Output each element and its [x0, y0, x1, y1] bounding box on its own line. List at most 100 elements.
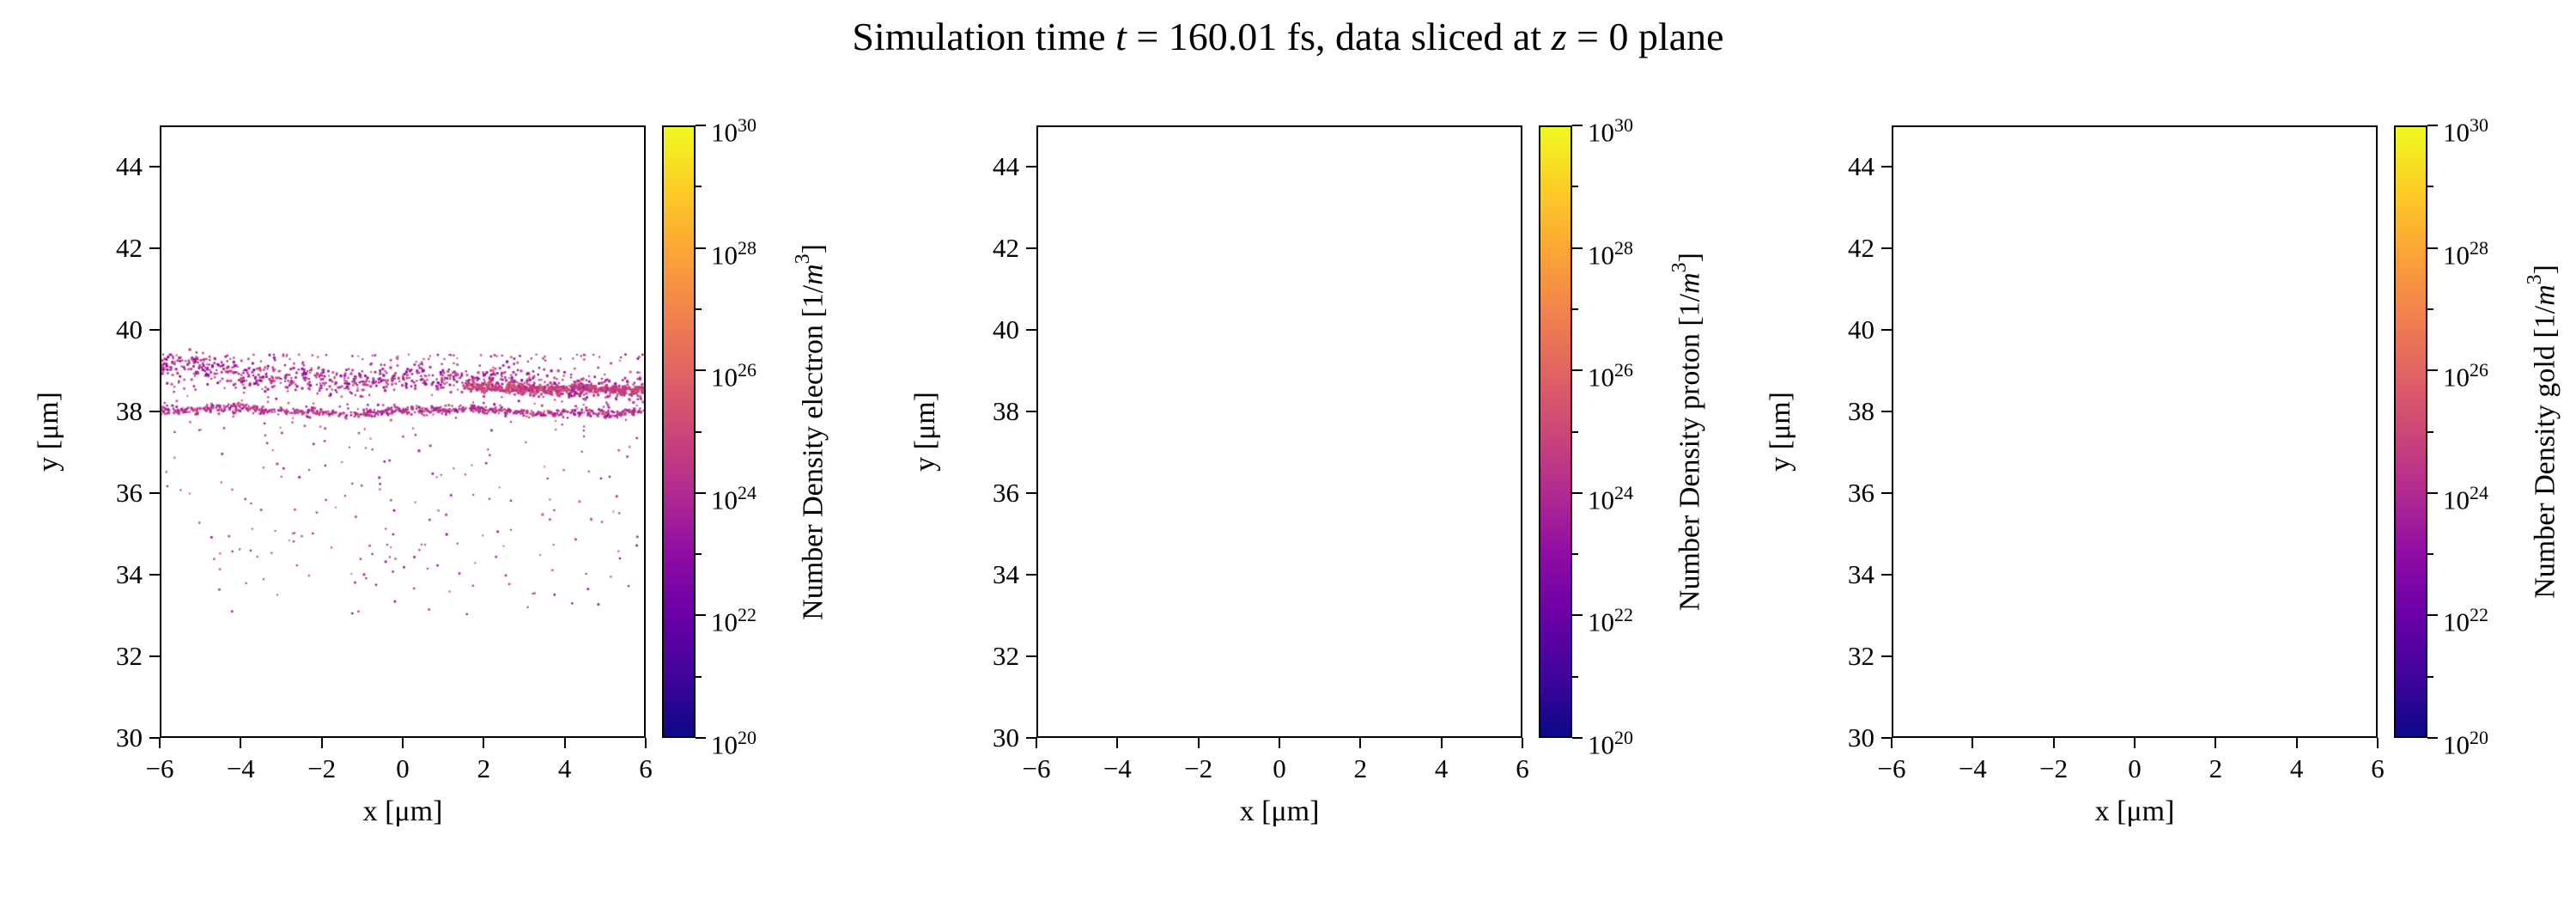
- figure-title-segment: t: [1115, 15, 1127, 58]
- colorbar-tick-mark: [696, 369, 706, 372]
- y-tick-label: 42: [1848, 232, 1874, 263]
- x-tick-label: −4: [1958, 753, 1987, 783]
- colorbar-tick-label: 1022: [2443, 604, 2488, 637]
- colorbar-label-wrap: Number Density electron [1/m3]: [791, 125, 830, 738]
- colorbar-proton: [1539, 125, 1572, 738]
- colorbar-minor-tick-mark: [2427, 675, 2433, 678]
- plot-area-proton: [1036, 125, 1522, 738]
- x-tick-mark: [1359, 738, 1362, 748]
- y-tick-mark: [149, 328, 160, 331]
- x-tick-label: −6: [145, 753, 174, 783]
- scatter-canvas-electron: [161, 127, 644, 736]
- colorbar-tick-mark: [2427, 614, 2438, 617]
- y-tick-mark: [1881, 737, 1892, 739]
- colorbar-tick-mark: [2427, 125, 2438, 126]
- colorbar-minor-tick-mark: [1572, 553, 1578, 556]
- colorbar-tick-mark: [1572, 247, 1583, 249]
- y-tick-label: 36: [1848, 477, 1874, 508]
- x-axis-label: x [μm]: [1239, 795, 1320, 827]
- colorbar-tick-label: 1022: [1588, 604, 1633, 637]
- colorbar-tick-label: 1026: [2443, 359, 2488, 393]
- x-tick-label: 6: [1516, 753, 1529, 783]
- colorbar-tick-mark: [696, 737, 706, 739]
- y-tick-mark: [1881, 410, 1892, 412]
- x-tick-mark: [1522, 738, 1523, 748]
- colorbar-tick-label: 1024: [711, 481, 756, 515]
- y-tick-label: 44: [993, 150, 1019, 181]
- x-tick-label: 4: [2289, 753, 2304, 783]
- y-tick-mark: [1881, 247, 1892, 249]
- x-tick-mark: [1971, 738, 1974, 748]
- y-tick-label: 30: [993, 722, 1019, 753]
- x-tick-label: 6: [639, 753, 653, 783]
- colorbar-minor-tick-mark: [696, 675, 702, 678]
- y-tick-label: 38: [993, 395, 1019, 426]
- x-tick-mark: [402, 738, 404, 748]
- y-tick-mark: [1026, 655, 1036, 657]
- colorbar-minor-tick-mark: [696, 308, 702, 310]
- plot-area-electron: [160, 125, 646, 738]
- plot-area-gold: [1892, 125, 2378, 738]
- colorbar-minor-tick-mark: [2427, 430, 2433, 433]
- y-axis-label: y [μm]: [33, 392, 64, 472]
- y-tick-label: 36: [993, 477, 1019, 508]
- y-tick-mark: [1026, 491, 1036, 494]
- colorbar-gold: [2394, 125, 2427, 738]
- x-tick-mark: [2215, 738, 2217, 748]
- y-tick-mark: [149, 165, 160, 168]
- colorbar-tick-mark: [1572, 737, 1583, 739]
- x-tick-mark: [563, 738, 566, 748]
- x-tick-label: 0: [2128, 753, 2142, 783]
- y-tick-label: 32: [993, 640, 1019, 671]
- y-tick-mark: [149, 737, 160, 739]
- colorbar-tick-label: 1028: [2443, 236, 2488, 270]
- y-tick-mark: [149, 491, 160, 494]
- y-tick-mark: [1026, 573, 1036, 576]
- figure-title-segment: Simulation time: [852, 15, 1116, 58]
- y-tick-mark: [1026, 328, 1036, 331]
- y-tick-label: 38: [116, 395, 143, 426]
- colorbar-tick-label: 1026: [711, 359, 756, 393]
- x-tick-label: 2: [477, 753, 491, 783]
- x-tick-mark: [240, 738, 242, 748]
- x-tick-mark: [1279, 738, 1280, 748]
- y-tick-label: 44: [116, 150, 143, 181]
- colorbar-tick-mark: [2427, 247, 2438, 249]
- colorbar-tick-mark: [2427, 369, 2438, 372]
- y-tick-label: 38: [1848, 395, 1874, 426]
- colorbar-tick-mark: [1572, 491, 1583, 494]
- y-tick-mark: [1881, 655, 1892, 657]
- colorbar-tick-mark: [2427, 737, 2438, 739]
- colorbar-label-wrap: Number Density gold [1/m3]: [2523, 125, 2562, 738]
- y-tick-mark: [1026, 737, 1036, 739]
- y-axis-label: y [μm]: [909, 392, 941, 472]
- y-tick-label: 34: [116, 558, 143, 589]
- y-tick-label: 40: [116, 314, 143, 344]
- x-tick-label: 0: [1273, 753, 1286, 783]
- colorbar-tick-mark: [1572, 369, 1583, 372]
- figure-title-segment: z: [1551, 15, 1567, 58]
- x-tick-label: 2: [1353, 753, 1368, 783]
- x-tick-label: 6: [2371, 753, 2385, 783]
- x-tick-label: −6: [1877, 753, 1906, 783]
- colorbar-minor-tick-mark: [696, 186, 702, 188]
- colorbar-minor-tick-mark: [696, 553, 702, 556]
- y-tick-mark: [1026, 165, 1036, 168]
- colorbar-label: Number Density proton [1/m3]: [1668, 252, 1706, 612]
- x-tick-mark: [159, 738, 161, 748]
- x-tick-label: 4: [557, 753, 572, 783]
- x-tick-label: −2: [307, 753, 337, 783]
- colorbar-tick-mark: [696, 491, 706, 494]
- y-tick-mark: [149, 410, 160, 412]
- colorbar-tick-label: 1020: [2443, 727, 2488, 760]
- colorbar-label: Number Density electron [1/m3]: [791, 243, 829, 620]
- colorbar-minor-tick-mark: [2427, 553, 2433, 556]
- colorbar-minor-tick-mark: [1572, 675, 1578, 678]
- colorbar-tick-label: 1030: [1588, 114, 1633, 148]
- y-tick-label: 44: [1848, 150, 1874, 181]
- colorbar-tick-mark: [2427, 491, 2438, 494]
- colorbar-minor-tick-mark: [2427, 308, 2433, 310]
- y-tick-mark: [149, 655, 160, 657]
- x-tick-mark: [2052, 738, 2055, 748]
- y-tick-label: 34: [993, 558, 1019, 589]
